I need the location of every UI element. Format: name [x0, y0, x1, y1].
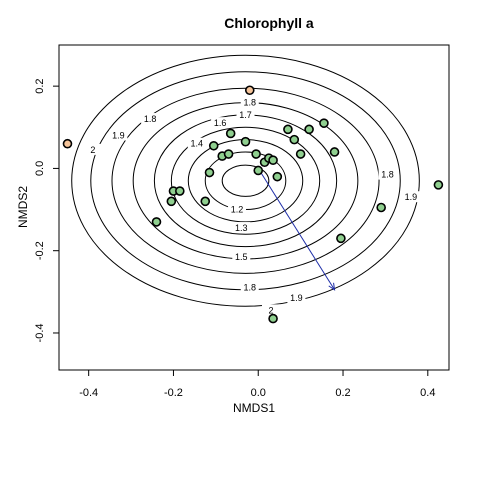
y-axis-label: NMDS2 — [16, 186, 30, 228]
site-point — [283, 124, 293, 135]
site-point — [151, 217, 162, 227]
site-point — [208, 140, 219, 151]
site-point — [268, 313, 278, 324]
contour-label: 1.5 — [235, 252, 248, 262]
contour-label-bg — [228, 203, 247, 215]
site-point — [295, 149, 306, 159]
site-point — [244, 85, 255, 96]
site-point — [175, 186, 185, 196]
site-point — [251, 149, 261, 159]
contour-label: 1.8 — [381, 170, 394, 180]
contour-line — [221, 164, 270, 197]
contour-label-bg — [109, 129, 128, 141]
arrow-layer — [257, 168, 336, 291]
chart-title: Chlorophyll a — [224, 15, 314, 31]
contour-label-bg — [240, 96, 259, 108]
point-layer — [62, 85, 444, 324]
contour-label: 1.2 — [231, 205, 244, 215]
contour-label-bg — [261, 304, 280, 316]
contour-label-bg — [211, 117, 230, 129]
contour-label-bg — [287, 292, 306, 304]
x-axis: -0.4 -0.2 0.0 0.2 0.4 — [79, 369, 435, 399]
y-tick-label: -0.4 — [34, 323, 46, 342]
site-point — [304, 124, 314, 135]
vector-arrow — [257, 168, 335, 291]
site-point — [433, 180, 444, 190]
y-axis: -0.4 -0.2 0.0 0.2 — [34, 78, 60, 342]
contour-label-bg — [240, 281, 259, 293]
site-point — [223, 149, 234, 159]
contour-label: 1.7 — [239, 110, 252, 120]
site-point — [272, 171, 283, 182]
contour-label-bg — [83, 143, 102, 155]
contour-label: 1.8 — [244, 98, 257, 108]
site-point — [289, 134, 300, 145]
y-tick-label: -0.2 — [34, 241, 46, 260]
site-point — [336, 233, 346, 244]
site-point — [376, 202, 386, 213]
x-tick-label: 0.0 — [251, 387, 266, 399]
site-point — [204, 167, 215, 178]
contour-label-bg — [378, 168, 397, 180]
y-tick-label: 0.0 — [34, 161, 46, 176]
contour-line — [170, 126, 321, 235]
contour-label: 1.8 — [144, 114, 157, 124]
contour-label: 1.9 — [112, 131, 125, 141]
contour-label: 1.4 — [191, 139, 204, 149]
contour-label: 1.9 — [405, 192, 418, 202]
vector-arrow-head — [328, 282, 336, 291]
contour-label-bg — [187, 137, 206, 149]
x-tick-label: 0.2 — [335, 387, 350, 399]
site-point — [253, 165, 264, 176]
contour-label-bg — [232, 250, 251, 262]
site-point — [319, 118, 329, 128]
contour-layer: 1.2 1.3 1.4 1.5 1.6 1.7 1.8 1.9 2 1.8 1.9 2 1.8 1.9 1.… — [71, 54, 420, 316]
contour-label-bg — [141, 113, 160, 125]
y-tick-label: 0.2 — [34, 78, 46, 93]
contour-label: 1.3 — [235, 223, 248, 233]
x-tick-label: -0.2 — [164, 387, 183, 399]
contour-label-bg — [401, 191, 420, 203]
contour-label: 2 — [90, 145, 95, 155]
x-axis-label: NMDS1 — [233, 401, 275, 415]
contour-label-bg — [236, 108, 255, 120]
site-point — [268, 155, 278, 165]
contour-label: 2 — [268, 305, 273, 315]
site-point — [240, 136, 251, 147]
x-tick-label: -0.4 — [79, 387, 98, 399]
x-tick-label: 0.4 — [420, 387, 435, 399]
site-point — [62, 138, 73, 149]
contour-label: 1.9 — [290, 293, 303, 303]
contour-label: 1.8 — [244, 283, 257, 293]
site-point — [225, 128, 236, 139]
contour-line — [71, 54, 420, 307]
site-point — [166, 196, 177, 207]
site-point — [200, 196, 211, 207]
contour-label-bg — [232, 222, 251, 234]
contour-label: 1.6 — [214, 118, 227, 128]
site-point — [329, 147, 340, 157]
